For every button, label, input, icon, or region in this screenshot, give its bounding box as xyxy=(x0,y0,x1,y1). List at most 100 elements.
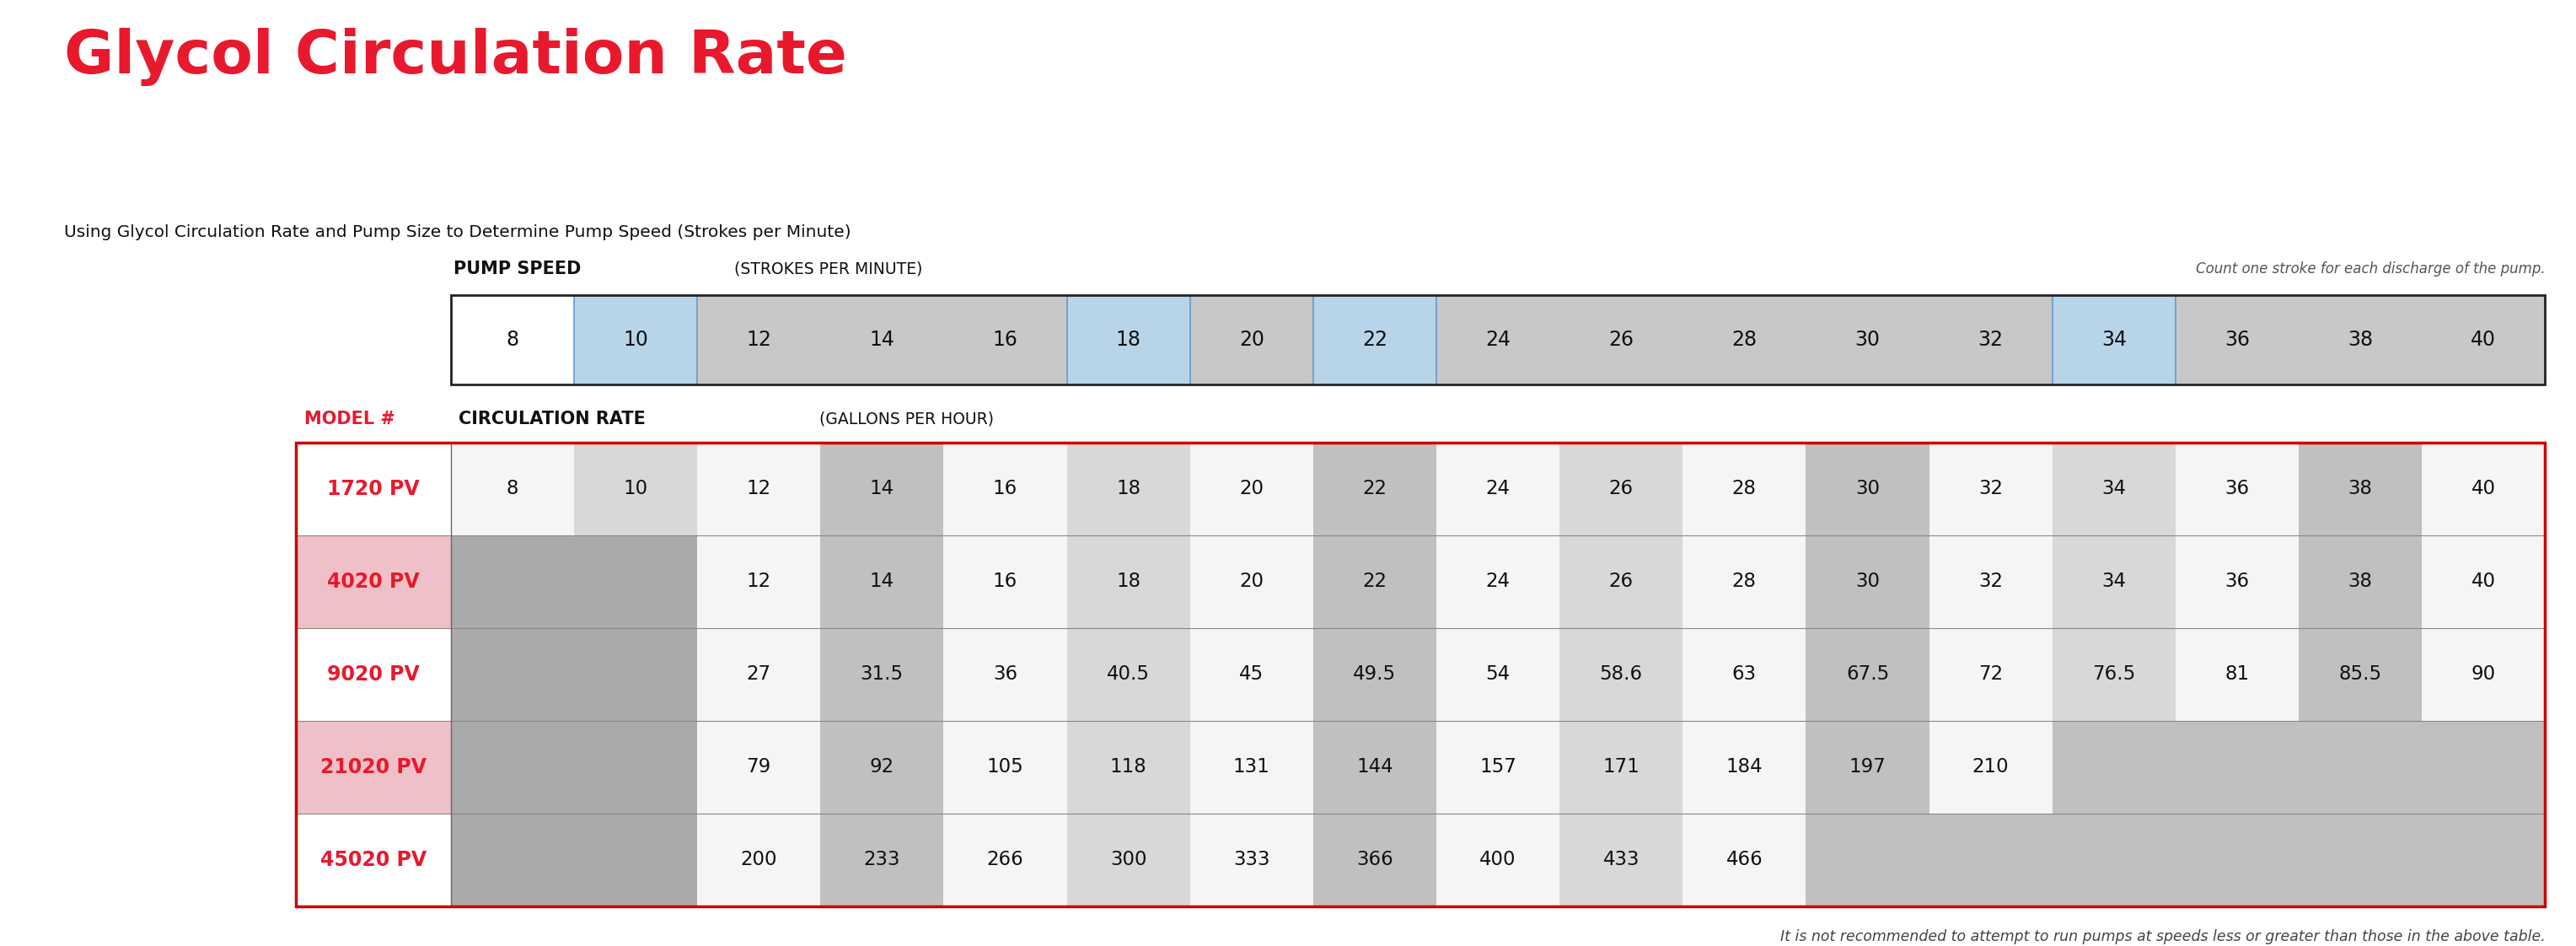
Bar xyxy=(2421,295,2545,385)
Text: 14: 14 xyxy=(871,480,894,499)
Bar xyxy=(1066,443,1190,535)
Text: 20: 20 xyxy=(1239,480,1265,499)
Bar xyxy=(1190,628,1314,721)
Text: 38: 38 xyxy=(2349,572,2372,591)
Text: 8: 8 xyxy=(507,480,518,499)
Bar xyxy=(819,443,943,535)
Bar xyxy=(2053,443,2177,535)
Bar xyxy=(1437,295,1558,385)
Bar xyxy=(1806,535,1929,628)
Bar xyxy=(1682,443,1806,535)
Text: 20: 20 xyxy=(1239,329,1265,350)
Bar xyxy=(943,535,1066,628)
Text: Using Glycol Circulation Rate and Pump Size to Determine Pump Speed (Strokes per: Using Glycol Circulation Rate and Pump S… xyxy=(64,224,853,240)
Bar xyxy=(1190,443,1314,535)
Bar xyxy=(1314,535,1437,628)
Bar xyxy=(943,443,1066,535)
Bar xyxy=(1682,535,1806,628)
Text: Glycol Circulation Rate: Glycol Circulation Rate xyxy=(64,28,848,86)
Text: 92: 92 xyxy=(871,758,894,777)
Bar xyxy=(1929,721,2053,814)
Text: MODEL #: MODEL # xyxy=(304,411,394,428)
Text: 1720 PV: 1720 PV xyxy=(327,479,420,499)
Bar xyxy=(1190,721,1314,814)
Text: 79: 79 xyxy=(747,758,770,777)
Text: 58.6: 58.6 xyxy=(1600,665,1643,684)
Bar xyxy=(1190,814,1314,906)
Text: 16: 16 xyxy=(992,480,1018,499)
Bar xyxy=(2298,535,2421,628)
Bar xyxy=(574,443,698,535)
Bar xyxy=(819,628,943,721)
Bar xyxy=(2177,295,2298,385)
Text: 21020 PV: 21020 PV xyxy=(319,757,428,777)
Bar xyxy=(574,721,698,814)
Text: 38: 38 xyxy=(2347,329,2372,350)
Bar xyxy=(2053,814,2177,906)
Bar xyxy=(1929,295,2053,385)
Bar xyxy=(1190,295,1314,385)
Bar xyxy=(2177,443,2298,535)
Bar xyxy=(1929,443,2053,535)
Text: 4020 PV: 4020 PV xyxy=(327,571,420,592)
Bar xyxy=(1437,443,1558,535)
Bar xyxy=(1806,295,1929,385)
Bar xyxy=(451,443,574,535)
Bar xyxy=(1558,295,1682,385)
Bar xyxy=(943,628,1066,721)
Text: 30: 30 xyxy=(1855,480,1880,499)
Text: 24: 24 xyxy=(1486,480,1510,499)
Text: 90: 90 xyxy=(2470,665,2496,684)
Text: 31.5: 31.5 xyxy=(860,665,904,684)
Text: 36: 36 xyxy=(2226,480,2249,499)
Bar xyxy=(574,295,698,385)
Bar xyxy=(2177,535,2298,628)
Bar xyxy=(2421,535,2545,628)
Text: 16: 16 xyxy=(992,572,1018,591)
Bar xyxy=(2298,814,2421,906)
Bar xyxy=(2053,535,2177,628)
Text: 12: 12 xyxy=(747,329,770,350)
Text: 36: 36 xyxy=(2226,572,2249,591)
Bar xyxy=(1558,443,1682,535)
Bar xyxy=(1558,628,1682,721)
Text: (STROKES PER MINUTE): (STROKES PER MINUTE) xyxy=(729,260,922,276)
Text: 22: 22 xyxy=(1363,572,1386,591)
Bar xyxy=(943,721,1066,814)
Bar xyxy=(1314,295,1437,385)
Text: 34: 34 xyxy=(2102,480,2125,499)
Text: 400: 400 xyxy=(1479,850,1517,869)
Bar xyxy=(1437,721,1558,814)
Bar xyxy=(451,814,574,906)
Text: 157: 157 xyxy=(1479,758,1517,777)
Bar xyxy=(698,535,819,628)
Text: 27: 27 xyxy=(747,665,770,684)
Bar xyxy=(451,295,2545,385)
Text: 333: 333 xyxy=(1234,850,1270,869)
Bar xyxy=(2177,814,2298,906)
Bar xyxy=(1558,535,1682,628)
Bar xyxy=(2177,628,2298,721)
Bar xyxy=(2421,721,2545,814)
Bar xyxy=(1314,721,1437,814)
Text: 14: 14 xyxy=(871,572,894,591)
Text: 18: 18 xyxy=(1115,572,1141,591)
Bar xyxy=(296,814,451,906)
Bar xyxy=(296,443,2545,906)
Text: 366: 366 xyxy=(1358,850,1394,869)
Text: 30: 30 xyxy=(1855,329,1880,350)
Bar xyxy=(698,295,819,385)
Text: 171: 171 xyxy=(1602,758,1641,777)
Text: 28: 28 xyxy=(1731,329,1757,350)
Bar xyxy=(451,535,574,628)
Bar xyxy=(1437,628,1558,721)
Text: 40: 40 xyxy=(2470,572,2496,591)
Text: 49.5: 49.5 xyxy=(1352,665,1396,684)
Text: 24: 24 xyxy=(1486,329,1510,350)
Bar xyxy=(2298,628,2421,721)
Text: 67.5: 67.5 xyxy=(1847,665,1888,684)
Text: 54: 54 xyxy=(1486,665,1510,684)
Text: 197: 197 xyxy=(1850,758,1886,777)
Bar xyxy=(2421,628,2545,721)
Text: 22: 22 xyxy=(1363,480,1386,499)
